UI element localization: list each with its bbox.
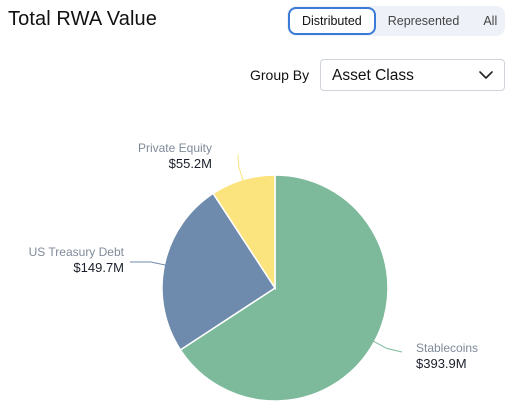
leader-line (372, 340, 403, 353)
group-by-label: Group By (250, 67, 310, 83)
group-by-select[interactable]: Asset Class (320, 59, 505, 91)
toggle-represented[interactable]: Represented (387, 14, 460, 28)
toggle-distributed[interactable]: Distributed (288, 7, 376, 35)
slice-label-value: $149.7M (73, 260, 124, 275)
slice-label-name: Private Equity (138, 141, 212, 155)
slice-label-name: Stablecoins (416, 341, 478, 355)
leader-line (130, 261, 167, 266)
view-toggle: Distributed Represented All (287, 6, 505, 36)
group-by-value: Asset Class (332, 67, 414, 84)
slice-label-value: $55.2M (169, 156, 212, 171)
chevron-down-icon (479, 71, 493, 79)
slice-label-name: US Treasury Debt (29, 245, 125, 259)
toggle-all[interactable]: All (483, 14, 498, 28)
leader-line (237, 154, 244, 182)
page-title: Total RWA Value (8, 8, 157, 30)
slice-label-value: $393.9M (416, 356, 467, 371)
